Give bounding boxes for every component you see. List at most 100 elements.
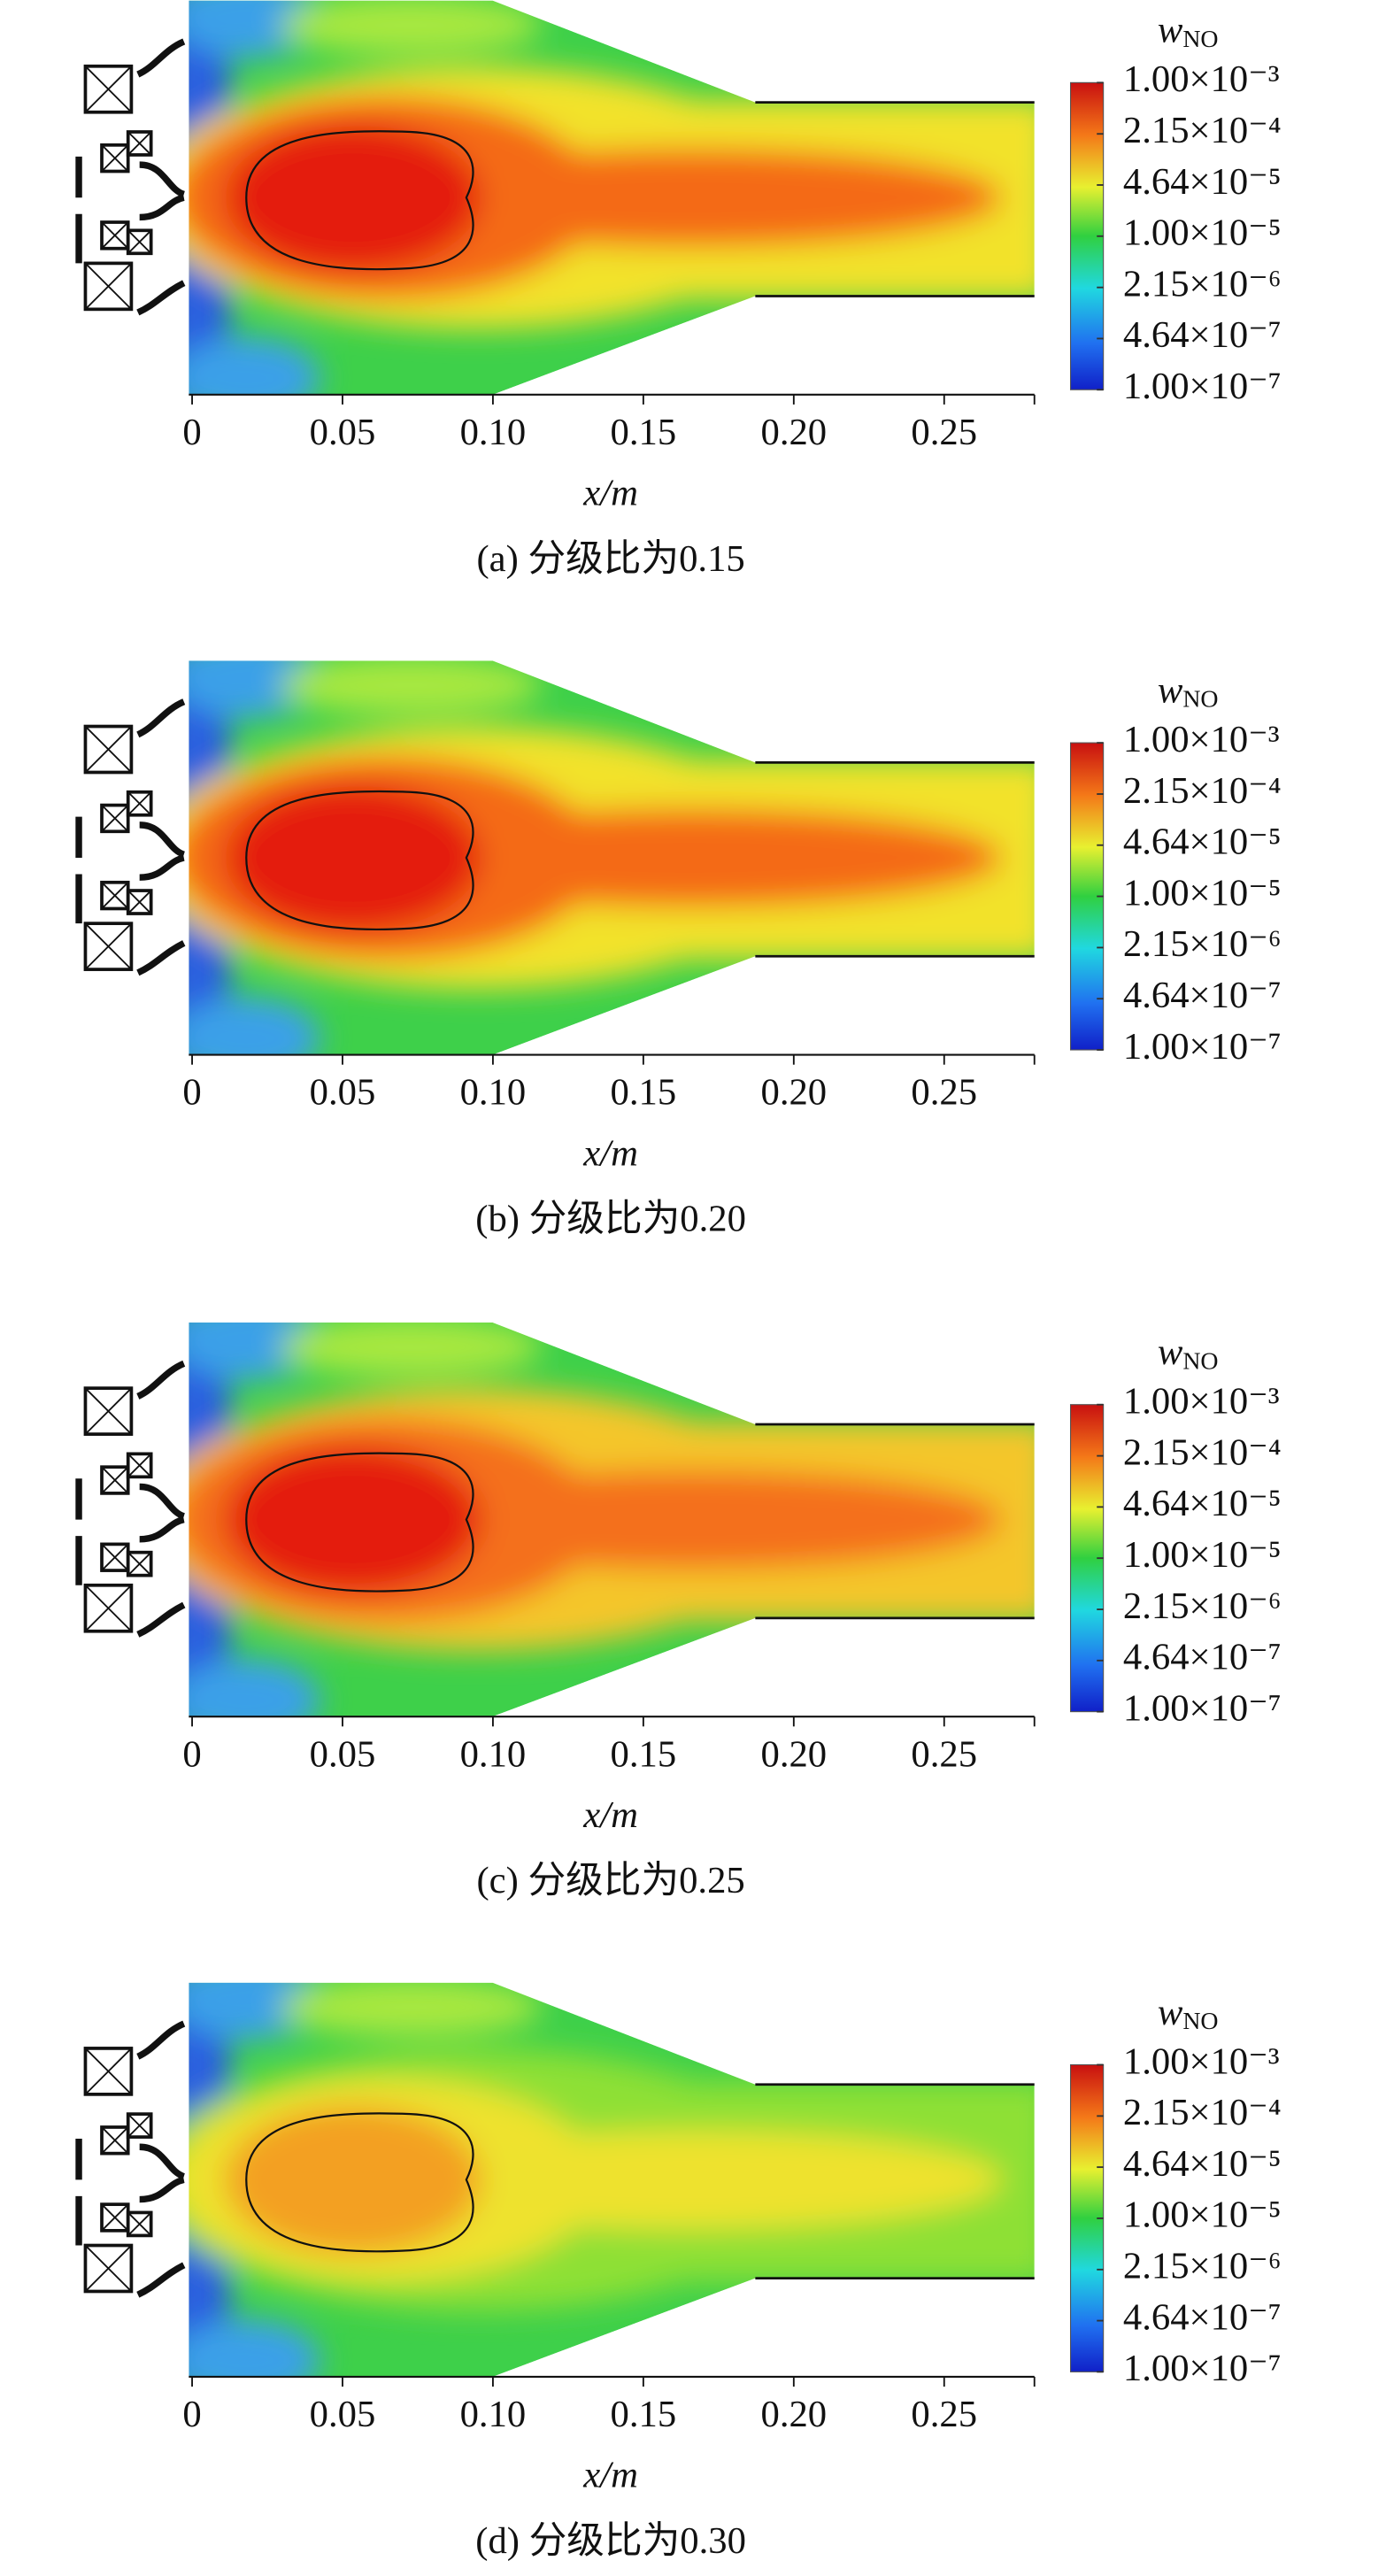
colorbar-tick-label: 1.00×10⁻³ — [1123, 1381, 1280, 1423]
colorbar-tick-label: 1.00×10⁻⁷ — [1123, 366, 1282, 407]
x-tick-label: 0.15 — [611, 1072, 677, 1114]
contour-field — [189, 660, 1035, 1055]
colorbar-subscript: NO — [1182, 686, 1218, 713]
colorbar-label: wNO — [1158, 669, 1219, 713]
colorbar-tick-label: 4.64×10⁻⁵ — [1123, 161, 1282, 203]
injector — [75, 698, 186, 976]
colorbar-label: wNO — [1158, 9, 1219, 53]
iso-line — [245, 790, 474, 931]
colorbar-label: wNO — [1158, 1331, 1219, 1376]
wall-line — [755, 2083, 1035, 2280]
x-tick-label: 0.05 — [310, 2394, 376, 2435]
swirler-cross — [101, 144, 129, 173]
x-tick-label: 0.25 — [911, 412, 977, 453]
upper-glow — [279, 0, 543, 55]
colorbar-tick-label: 1.00×10⁻⁷ — [1123, 2348, 1282, 2389]
x-axis-label: x/m — [582, 2455, 638, 2496]
x-tick-label: 0.20 — [760, 1733, 827, 1775]
x-tick-label: 0.10 — [460, 412, 527, 453]
swirler-cross — [101, 1466, 129, 1494]
swirler-cross — [84, 1585, 133, 1632]
x-tick-label: 0.15 — [611, 412, 677, 453]
caption: (a) 分级比为0.15 — [476, 538, 744, 580]
caption: (c) 分级比为0.25 — [476, 1860, 744, 1901]
colorbar-tick-label: 4.64×10⁻⁷ — [1123, 975, 1282, 1016]
corner-region — [189, 0, 320, 58]
contour-field — [189, 1982, 1035, 2377]
swirler-cross — [101, 804, 129, 832]
colorbar-symbol: w — [1158, 1992, 1183, 2033]
swirler-cross — [127, 890, 152, 914]
upper-glow — [279, 660, 543, 715]
colorbar-tick-label: 4.64×10⁻⁵ — [1123, 821, 1282, 863]
x-tick-label: 0.25 — [911, 1733, 977, 1775]
colorbar-tick-label: 4.64×10⁻⁷ — [1123, 1637, 1282, 1678]
swirler-cross — [84, 2244, 133, 2293]
iso-line — [245, 130, 474, 271]
caption: (d) 分级比为0.30 — [475, 2520, 746, 2562]
x-tick-label: 0.20 — [760, 412, 827, 453]
iso-line — [245, 1452, 474, 1593]
colorbar-tick-label: 2.15×10⁻⁶ — [1123, 923, 1282, 965]
x-tick-label: 0.15 — [611, 2394, 677, 2435]
colorbar-tick-label: 4.64×10⁻⁷ — [1123, 314, 1282, 356]
contour-field — [189, 1322, 1035, 1717]
colorbar-tick-label: 1.00×10⁻⁷ — [1123, 1687, 1282, 1729]
swirler-cross — [84, 1387, 133, 1435]
colorbar-subscript: NO — [1182, 2008, 1218, 2035]
colorbar-tick-label: 2.15×10⁻⁴ — [1123, 770, 1282, 812]
swirler-cross — [101, 221, 129, 250]
colorbar-tick-label: 1.00×10⁻⁷ — [1123, 1026, 1282, 1068]
corner-region — [189, 2319, 320, 2377]
colorbar-tick-label: 2.15×10⁻⁶ — [1123, 1585, 1282, 1627]
corner-region — [189, 1322, 320, 1380]
swirler-cross — [84, 725, 133, 774]
x-tick-label: 0 — [182, 1072, 201, 1114]
corner-region — [189, 660, 320, 719]
wall-line — [755, 1423, 1035, 1620]
x-tick-label: 0.20 — [760, 1072, 827, 1114]
panel: 0 0.05 0.10 0.15 0.20 0.25 x/m (d) 分级比为0.30 1.00… — [75, 1982, 1282, 2562]
upper-glow — [279, 1322, 543, 1377]
wall-line — [755, 760, 1035, 958]
injector — [75, 38, 186, 316]
core-region — [225, 2105, 481, 2254]
x-tick-label: 0.05 — [310, 412, 376, 453]
swirler-cross — [127, 131, 152, 156]
colorbar-tick-label: 1.00×10⁻⁵ — [1123, 212, 1282, 254]
x-tick-label: 0 — [182, 2394, 201, 2435]
x-tick-label: 0.10 — [460, 1072, 527, 1114]
x-tick-label: 0.20 — [760, 2394, 827, 2435]
colorbar-tick-label: 4.64×10⁻⁵ — [1123, 1483, 1282, 1524]
colorbar-symbol: w — [1158, 669, 1183, 711]
swirler-cross — [127, 791, 152, 816]
colorbar-tick-label: 1.00×10⁻³ — [1123, 719, 1280, 760]
injector — [75, 2020, 186, 2298]
colorbar-tick-label: 4.64×10⁻⁵ — [1123, 2143, 1282, 2185]
upper-glow — [279, 1982, 543, 2037]
swirler-cross — [127, 229, 152, 254]
caption: (b) 分级比为0.20 — [475, 1199, 746, 1240]
injector-outline — [75, 698, 186, 976]
corner-region — [189, 1982, 320, 2040]
x-axis-label: x/m — [582, 473, 638, 514]
x-tick-label: 0 — [182, 1733, 201, 1775]
field-blend — [189, 1322, 1035, 1717]
colorbar-tick-label: 1.00×10⁻⁵ — [1123, 2194, 1282, 2236]
x-tick-label: 0.10 — [460, 2394, 527, 2435]
swirler-cross — [84, 922, 133, 970]
swirler-cross — [127, 1552, 152, 1577]
x-tick-label: 0 — [182, 412, 201, 453]
iso-line — [245, 2112, 474, 2253]
x-tick-label: 0.25 — [911, 2394, 977, 2435]
core-region — [225, 783, 481, 932]
x-tick-label: 0.25 — [911, 1072, 977, 1114]
colorbar-symbol: w — [1158, 9, 1183, 50]
injector-outline — [75, 2020, 186, 2298]
colorbar-tick-label: 2.15×10⁻⁴ — [1123, 2092, 1282, 2133]
x-tick-label: 0.15 — [611, 1733, 677, 1775]
colorbar-symbol: w — [1158, 1331, 1183, 1373]
colorbar-tick-label: 1.00×10⁻³ — [1123, 58, 1280, 100]
colorbar-subscript: NO — [1182, 1348, 1218, 1376]
